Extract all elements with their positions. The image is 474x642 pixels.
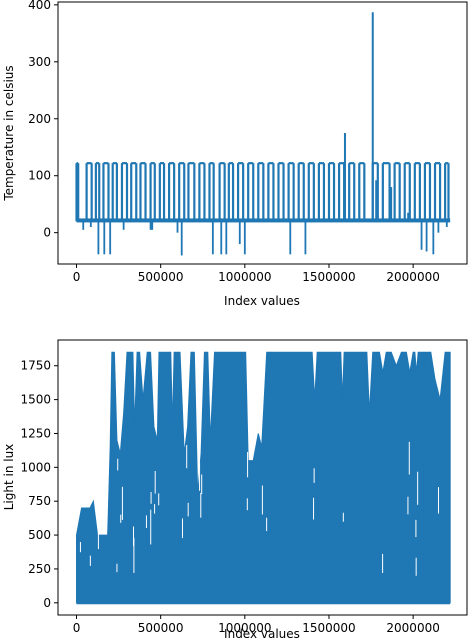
light-saturated-block [386,352,392,603]
temperature-chart: 0 100 200 300 400 0 500000 1000000 1500000 20000… [2,0,468,308]
light-x-ticks: 0 500000 1000000 1500000 2000000 [73,615,440,635]
temperature-y-tick-label: 400 [28,0,51,12]
light-axes-frame [57,339,468,616]
light-saturated-block [372,352,380,603]
light-chart: 0 250 500 750 1000 1250 1500 1750 0 500000 100000… [2,339,468,641]
light-saturated-block [147,352,151,603]
light-saturated-block [127,352,133,603]
light-y-tick-label: 1750 [20,359,51,373]
temperature-x-tick-label: 1500000 [302,270,355,284]
light-x-tick-label: 1500000 [302,621,355,635]
temperature-y-tick-label: 300 [28,55,51,69]
light-y-tick-label: 250 [28,562,51,576]
temperature-x-tick-label: 500000 [138,270,184,284]
light-saturated-block [111,352,115,603]
light-x-tick-label: 0 [73,621,81,635]
temperature-y-tick-label: 200 [28,112,51,126]
light-y-tick-label: 1500 [20,393,51,407]
light-saturated-block [317,352,341,603]
temperature-y-ticks: 0 100 200 300 400 [28,0,58,240]
temperature-x-tick-label: 2000000 [386,270,439,284]
temperature-y-tick-label: 0 [43,226,51,240]
light-x-tick-label: 500000 [138,621,184,635]
light-saturated-block [413,352,415,603]
light-y-ticks: 0 250 500 750 1000 1250 1500 1750 [20,359,58,610]
light-x-tick-label: 2000000 [386,621,439,635]
temperature-x-ticks: 0 500000 1000000 1500000 2000000 [73,264,440,284]
light-saturated-block [214,352,246,603]
light-y-axis-label: Light in lux [2,444,16,511]
light-x-axis-label: Index values [224,627,300,641]
light-y-tick-label: 500 [28,528,51,542]
light-y-tick-label: 0 [43,596,51,610]
light-plot-area [76,351,451,605]
temperature-axes-frame [57,1,468,265]
temperature-plot-area [75,12,451,256]
temperature-x-axis-label: Index values [224,294,300,308]
light-saturated-block [424,352,431,603]
temperature-x-tick-label: 1000000 [218,270,271,284]
light-saturated-block [344,352,367,603]
light-x-tick-label: 1000000 [218,621,271,635]
temperature-x-tick-label: 0 [73,270,81,284]
light-saturated-block [445,352,451,603]
light-saturated-block [190,352,195,603]
light-saturated-block [418,352,424,603]
temperature-y-tick-label: 100 [28,169,51,183]
light-saturated-block [204,352,208,603]
light-saturated-block [137,352,140,603]
light-y-tick-label: 750 [28,494,51,508]
light-y-tick-label: 1000 [20,460,51,474]
temperature-y-axis-label: Temperature in celsius [2,65,16,201]
light-saturated-block [266,352,313,603]
light-y-tick-label: 1250 [20,426,51,440]
light-saturated-block [158,352,171,603]
light-saturated-block [174,352,181,603]
light-saturated-block [401,352,407,603]
